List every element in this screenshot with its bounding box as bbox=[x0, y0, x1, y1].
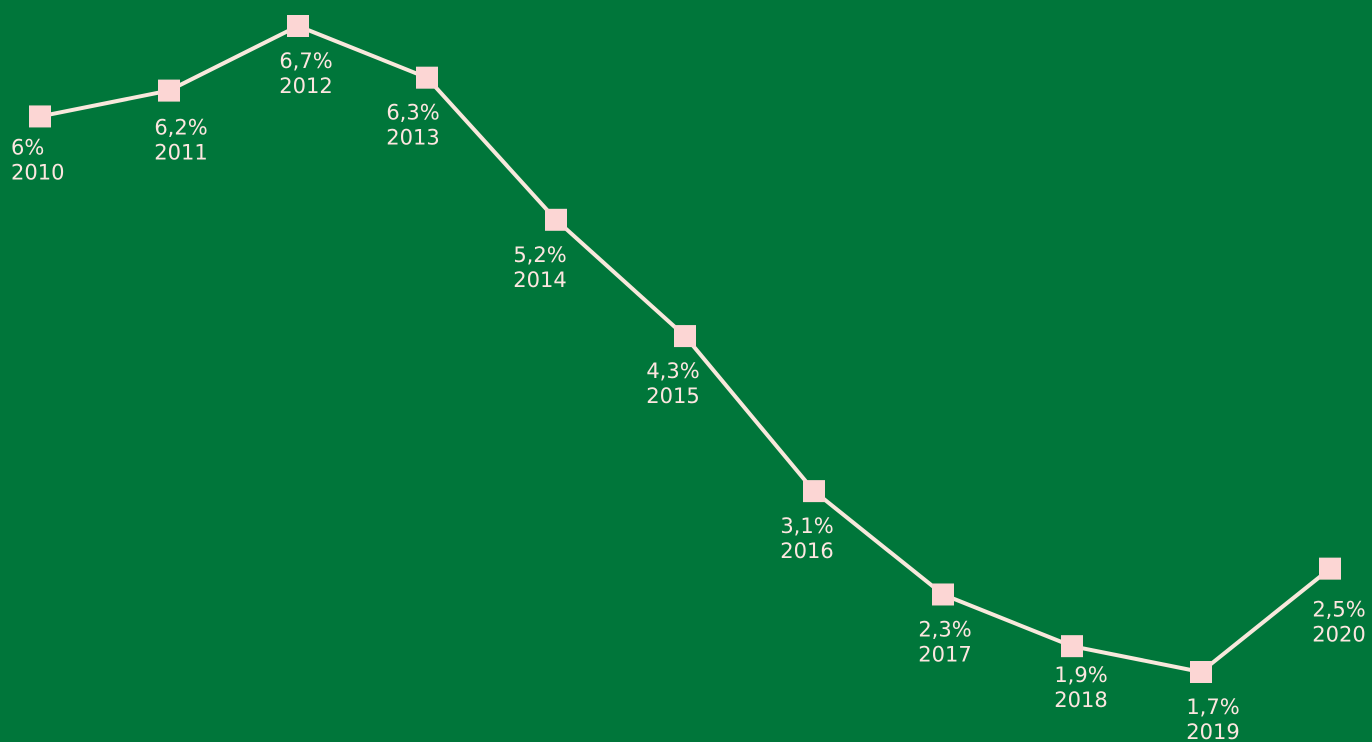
data-point-2015 bbox=[674, 325, 696, 348]
value-label-2019: 1,7% bbox=[1186, 695, 1239, 719]
value-label-2016: 3,1% bbox=[780, 514, 833, 538]
year-label-2010: 2010 bbox=[11, 160, 64, 184]
value-label-2014: 5,2% bbox=[513, 243, 566, 267]
value-label-2018: 1,9% bbox=[1054, 663, 1107, 687]
data-point-2010 bbox=[29, 105, 51, 128]
year-label-2012: 2012 bbox=[279, 74, 332, 98]
year-label-2017: 2017 bbox=[918, 642, 971, 666]
year-label-2015: 2015 bbox=[646, 384, 699, 408]
data-point-2019 bbox=[1190, 661, 1212, 683]
value-label-2015: 4,3% bbox=[646, 359, 699, 383]
data-point-2016 bbox=[803, 480, 825, 503]
data-point-2018 bbox=[1061, 635, 1083, 658]
value-label-2013: 6,3% bbox=[386, 101, 439, 125]
value-label-2010: 6% bbox=[11, 135, 44, 159]
year-label-2016: 2016 bbox=[780, 539, 833, 563]
year-label-2011: 2011 bbox=[154, 141, 207, 165]
year-label-2018: 2018 bbox=[1054, 688, 1107, 712]
year-label-2020: 2020 bbox=[1312, 623, 1365, 647]
data-point-2020 bbox=[1319, 557, 1341, 580]
markers bbox=[29, 15, 1341, 683]
data-point-2014 bbox=[545, 208, 567, 231]
value-label-2011: 6,2% bbox=[154, 116, 207, 140]
data-point-2017 bbox=[932, 583, 954, 606]
data-labels: 6%2010 6,2%2011 6,7%2012 6,3%2013 5,2%2014 4,… bbox=[11, 49, 1366, 742]
year-label-2013: 2013 bbox=[386, 126, 439, 150]
data-point-2011 bbox=[158, 79, 180, 102]
value-label-2017: 2,3% bbox=[918, 617, 971, 641]
data-point-2012 bbox=[287, 15, 309, 37]
data-point-2013 bbox=[416, 66, 438, 89]
year-label-2019: 2019 bbox=[1186, 720, 1239, 742]
value-label-2020: 2,5% bbox=[1312, 598, 1365, 622]
value-label-2012: 6,7% bbox=[279, 49, 332, 73]
year-label-2014: 2014 bbox=[513, 268, 566, 292]
